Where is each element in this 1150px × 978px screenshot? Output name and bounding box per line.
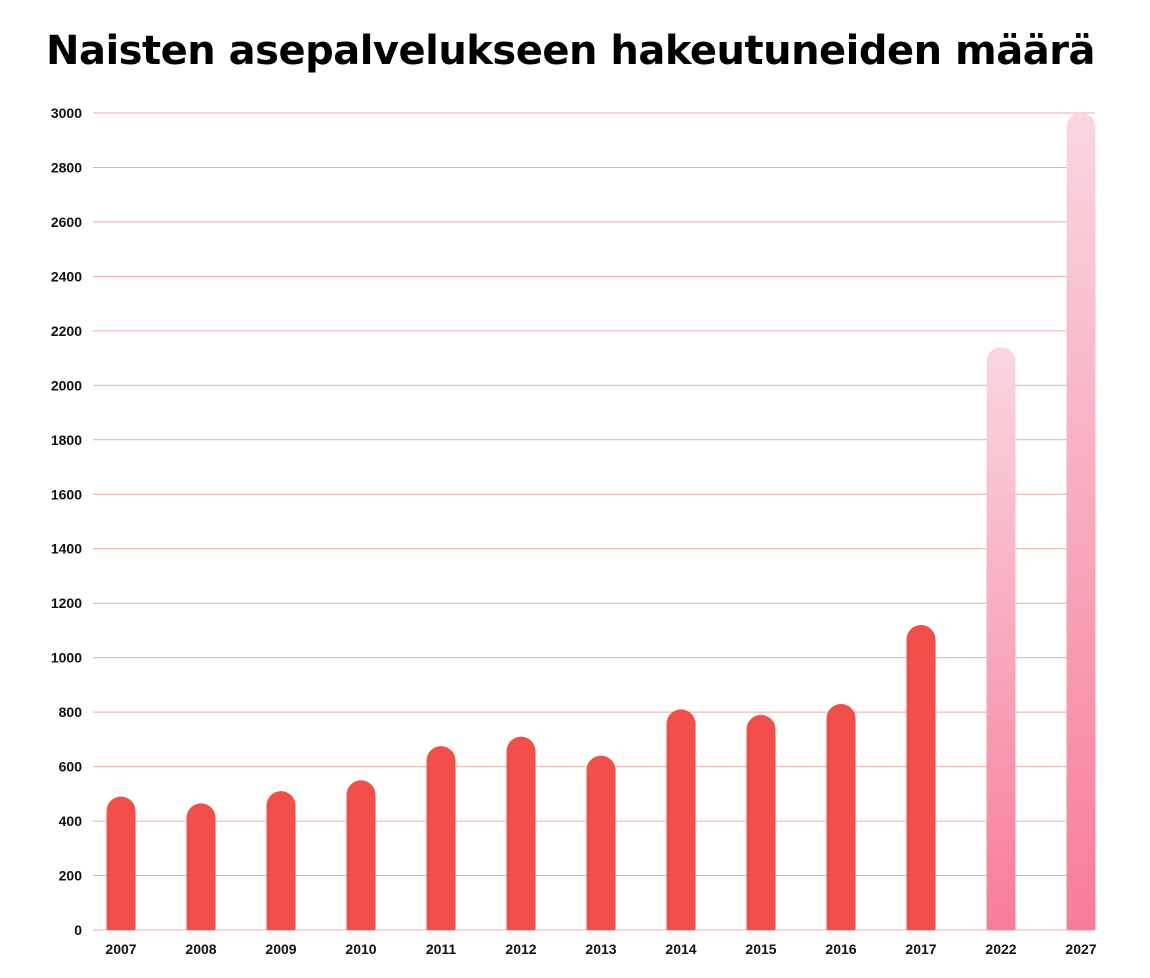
x-tick-label-2027: 2027 (1065, 941, 1096, 957)
bar-2022 (986, 347, 1016, 930)
y-tick-label: 2600 (51, 214, 82, 230)
bar-2013 (586, 755, 616, 930)
x-tick-label-2013: 2013 (585, 941, 616, 957)
bars (106, 113, 1096, 930)
y-tick-label: 2400 (51, 268, 82, 284)
bar-2011 (426, 746, 456, 930)
y-tick-label: 2000 (51, 377, 82, 393)
y-tick-label: 3000 (51, 105, 82, 121)
bar-2027 (1066, 113, 1096, 930)
bar-2015 (746, 714, 776, 930)
y-tick-label: 2800 (51, 159, 82, 175)
y-axis-ticks: 0 200 400 600 800 1000 1200 1400 1600 1800 2000 220… (51, 105, 82, 938)
x-tick-label-2014: 2014 (665, 941, 696, 957)
bar-2017 (906, 624, 936, 930)
y-tick-label: 2200 (51, 323, 82, 339)
x-tick-label-2009: 2009 (265, 941, 296, 957)
x-tick-label-2008: 2008 (185, 941, 216, 957)
y-tick-label: 0 (74, 922, 82, 938)
y-tick-label: 1200 (51, 595, 82, 611)
bar-2008 (186, 803, 216, 930)
x-tick-label-2010: 2010 (345, 941, 376, 957)
y-gridlines (93, 112, 1095, 931)
y-tick-label: 1000 (51, 650, 82, 666)
x-tick-label-2007: 2007 (105, 941, 136, 957)
bar-2010 (346, 780, 376, 930)
bar-2009 (266, 791, 296, 930)
bar-2016 (826, 703, 856, 930)
x-tick-label-2015: 2015 (745, 941, 776, 957)
bar-2007 (106, 796, 136, 930)
bar-2014 (666, 709, 696, 930)
x-tick-label-2012: 2012 (505, 941, 536, 957)
x-axis-ticks: 2007 2008 2009 2010 2011 2012 2013 2014 2015 2016… (105, 941, 1096, 957)
x-tick-label-2017: 2017 (905, 941, 936, 957)
y-tick-label: 400 (59, 813, 83, 829)
x-tick-label-2016: 2016 (825, 941, 856, 957)
chart-title: Naisten asepalvelukseen hakeutuneiden mä… (46, 28, 1095, 74)
y-tick-label: 1800 (51, 432, 82, 448)
bar-2012 (506, 736, 536, 930)
x-tick-label-2011: 2011 (426, 941, 457, 957)
y-tick-label: 1600 (51, 486, 82, 502)
y-tick-label: 200 (59, 868, 83, 884)
x-tick-label-2022: 2022 (985, 941, 1016, 957)
y-tick-label: 600 (59, 759, 83, 775)
y-tick-label: 1400 (51, 541, 82, 557)
y-tick-label: 800 (59, 704, 83, 720)
